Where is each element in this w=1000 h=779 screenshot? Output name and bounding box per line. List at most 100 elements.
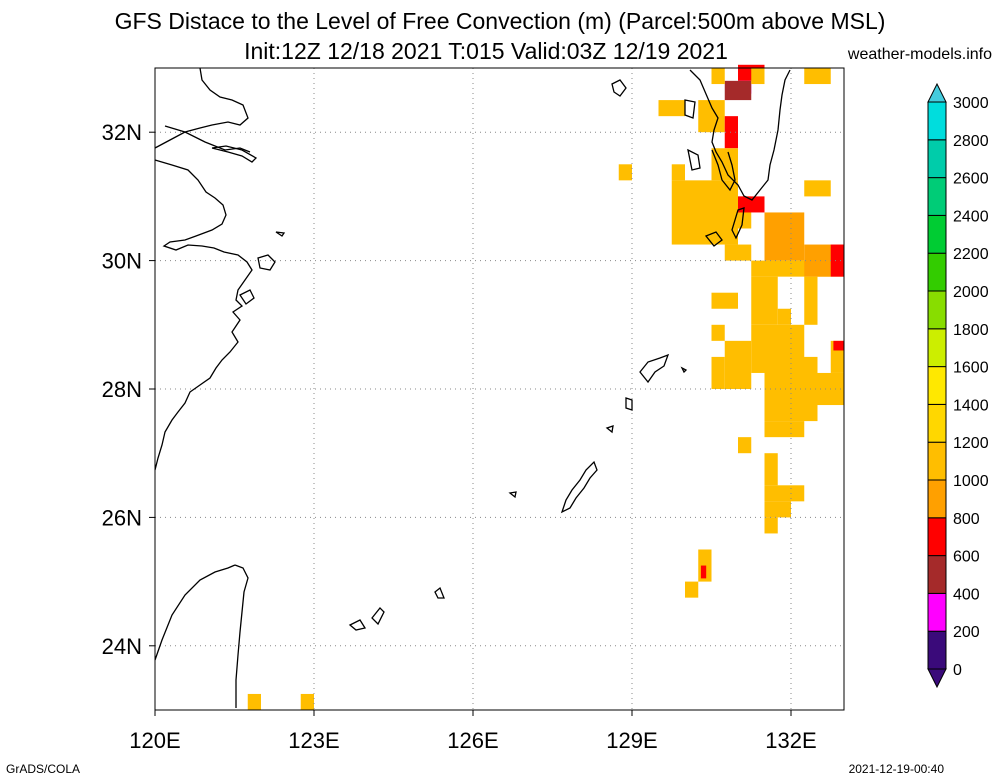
field-cell [700,565,707,579]
colorbar-label: 400 [953,586,980,603]
colorbar-label: 2600 [953,171,989,188]
field-cell [724,244,752,261]
colorbar-swatch [927,290,947,330]
tick-label-lat: 30N [102,249,142,274]
field-cell [764,501,791,518]
colorbar-swatch [927,177,947,216]
field-cell [724,340,752,389]
colorbar-label: 800 [953,511,980,528]
field-cell [764,212,805,261]
tick-label-lon: 132E [765,728,816,753]
island [639,353,670,384]
colorbar-swatch [927,139,947,179]
field-cell [764,485,805,502]
colorbar-label: 1000 [953,473,989,490]
field-cell [738,196,765,213]
field-cell [777,308,791,325]
field-cell [830,244,844,277]
colorbar-label: 1800 [953,322,989,339]
colorbar-label: 600 [953,549,980,566]
tick-label-lat: 24N [102,634,142,659]
colorbar-under-arrow [927,668,947,689]
island [434,586,445,599]
coastline-china [154,67,253,471]
colorbar-swatch [927,328,947,368]
island [371,607,385,626]
island [731,207,745,240]
colorbar-swatch [927,101,947,141]
chart-subtitle: Init:12Z 12/18 2021 T:015 Valid:03Z 12/1… [244,38,728,64]
lon-axis: 120E 123E 126E 129E 132E [129,710,817,753]
colorbar-swatch [927,630,947,670]
colorbar-label: 2000 [953,284,989,301]
island [680,366,688,374]
island [348,619,367,631]
field-cell [764,421,805,438]
colorbar-swatch [927,403,947,443]
tick-label-lat: 28N [102,377,142,402]
island [560,460,598,514]
field-cell [300,693,314,710]
field-cell [685,581,699,598]
field-cell [724,116,738,149]
field-cell [724,80,752,101]
field-cell [671,164,685,181]
colorbar-swatch [927,252,947,292]
island [684,99,696,119]
field-cell [833,340,844,351]
field-cell [804,276,818,325]
field-cell [804,68,831,85]
coastline-kyushu-bay [711,149,736,192]
colorbar-label: 1600 [953,360,989,377]
field-cell [804,180,831,197]
island [704,231,723,247]
colorbar-label: 1200 [953,435,989,452]
field-cell [738,437,752,454]
island [605,425,614,434]
tick-label-lon: 129E [606,728,657,753]
colorbar-label: 2400 [953,208,989,225]
colorbar-over-arrow [927,82,947,103]
colorbar-label: 2800 [953,133,989,150]
tick-label-lon: 126E [447,728,498,753]
colorbar-swatch [927,555,947,594]
island [611,79,627,97]
footer-right: 2021-12-19-00:40 [848,762,944,776]
field-cell [751,68,765,85]
lat-axis: 24N 26N 28N 30N 32N [102,120,155,659]
colorbar-label: 0 [953,662,962,679]
colorbar-swatch [927,479,947,519]
colorbar-label: 2200 [953,246,989,263]
field-cell [711,324,725,341]
colorbar-swatch [927,441,947,481]
colorbar-swatch [927,592,947,632]
tick-label-lat: 26N [102,505,142,530]
gridlines [155,68,844,710]
colorbar-swatch [927,214,947,254]
coastline-kyushu [689,69,791,201]
island [687,148,701,171]
field-cell [247,693,261,710]
field-cell [751,276,778,325]
coastline-taiwan [154,564,249,708]
footer-left: GrADS/COLA [6,762,81,776]
colorbar-label: 1400 [953,397,989,414]
island [257,254,276,271]
colorbar-label: 200 [953,624,980,641]
field-cell [658,100,685,117]
coastline-yangtze [211,145,258,163]
island [625,397,633,411]
island [239,289,255,305]
island [508,491,517,499]
field-cell [764,517,778,534]
chart-title: GFS Distace to the Level of Free Convect… [114,8,886,34]
colorbar-label: 3000 [953,95,989,112]
colorbar-swatch [927,366,947,405]
coastlines [154,67,791,708]
field-cell [711,68,725,85]
colorbar-swatch [927,517,947,557]
site-label: weather-models.info [847,46,992,63]
field-cell [711,356,725,389]
tick-label-lon: 123E [288,728,339,753]
